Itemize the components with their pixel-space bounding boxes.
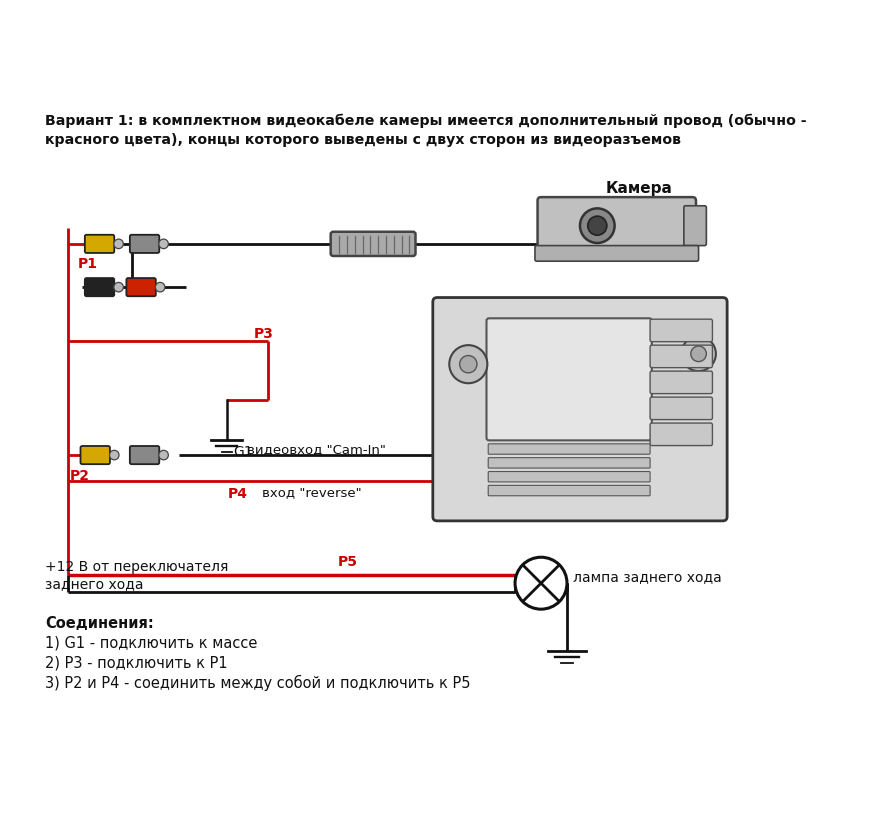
FancyBboxPatch shape — [650, 319, 713, 342]
Circle shape — [690, 346, 706, 361]
Text: 2) P3 - подключить к P1: 2) P3 - подключить к P1 — [45, 655, 228, 670]
Text: 3) P2 и P4 - соединить между собой и подключить к P5: 3) P2 и P4 - соединить между собой и под… — [45, 675, 470, 691]
Text: Камера: Камера — [606, 181, 673, 196]
Circle shape — [114, 239, 124, 249]
FancyBboxPatch shape — [85, 235, 114, 253]
Text: +12 В от переключателя: +12 В от переключателя — [45, 560, 228, 574]
FancyBboxPatch shape — [684, 206, 706, 245]
FancyBboxPatch shape — [650, 397, 713, 420]
Text: вход "reverse": вход "reverse" — [263, 486, 362, 499]
Circle shape — [682, 337, 716, 371]
Text: Соединения:: Соединения: — [45, 616, 154, 631]
FancyBboxPatch shape — [80, 446, 110, 464]
Circle shape — [159, 239, 168, 249]
Text: Вариант 1: в комплектном видеокабеле камеры имеется дополнительный провод (обычн: Вариант 1: в комплектном видеокабеле кам… — [45, 114, 806, 128]
FancyBboxPatch shape — [488, 444, 650, 454]
Text: P3: P3 — [254, 327, 273, 341]
FancyBboxPatch shape — [126, 278, 156, 296]
Text: Магнитола: Магнитола — [525, 371, 621, 389]
Text: красного цвета), концы которого выведены с двух сторон из видеоразъемов: красного цвета), концы которого выведены… — [45, 133, 681, 147]
FancyBboxPatch shape — [433, 297, 728, 521]
Text: P4: P4 — [228, 487, 248, 501]
FancyBboxPatch shape — [331, 232, 415, 256]
FancyBboxPatch shape — [535, 245, 698, 261]
FancyBboxPatch shape — [488, 457, 650, 468]
Circle shape — [110, 451, 119, 460]
Circle shape — [449, 345, 487, 383]
Text: видеовход "Cam-In": видеовход "Cam-In" — [247, 443, 385, 456]
FancyBboxPatch shape — [537, 197, 696, 255]
FancyBboxPatch shape — [488, 471, 650, 482]
Text: P5: P5 — [338, 556, 358, 570]
FancyBboxPatch shape — [488, 485, 650, 496]
Text: P1: P1 — [78, 257, 98, 271]
FancyBboxPatch shape — [486, 319, 652, 440]
FancyBboxPatch shape — [130, 235, 159, 253]
Circle shape — [156, 282, 165, 292]
Text: 1) G1 - подключить к массе: 1) G1 - подключить к массе — [45, 635, 257, 650]
Circle shape — [580, 209, 614, 243]
FancyBboxPatch shape — [85, 278, 114, 296]
Text: заднего хода: заднего хода — [45, 577, 143, 591]
FancyBboxPatch shape — [650, 371, 713, 393]
Circle shape — [114, 282, 124, 292]
FancyBboxPatch shape — [650, 423, 713, 446]
Circle shape — [460, 355, 477, 373]
Circle shape — [588, 216, 606, 235]
Text: G1: G1 — [233, 445, 254, 459]
Text: P2: P2 — [69, 469, 89, 483]
Text: лампа заднего хода: лампа заднего хода — [573, 571, 722, 585]
Circle shape — [515, 557, 567, 609]
Circle shape — [159, 451, 168, 460]
FancyBboxPatch shape — [130, 446, 159, 464]
FancyBboxPatch shape — [650, 345, 713, 368]
